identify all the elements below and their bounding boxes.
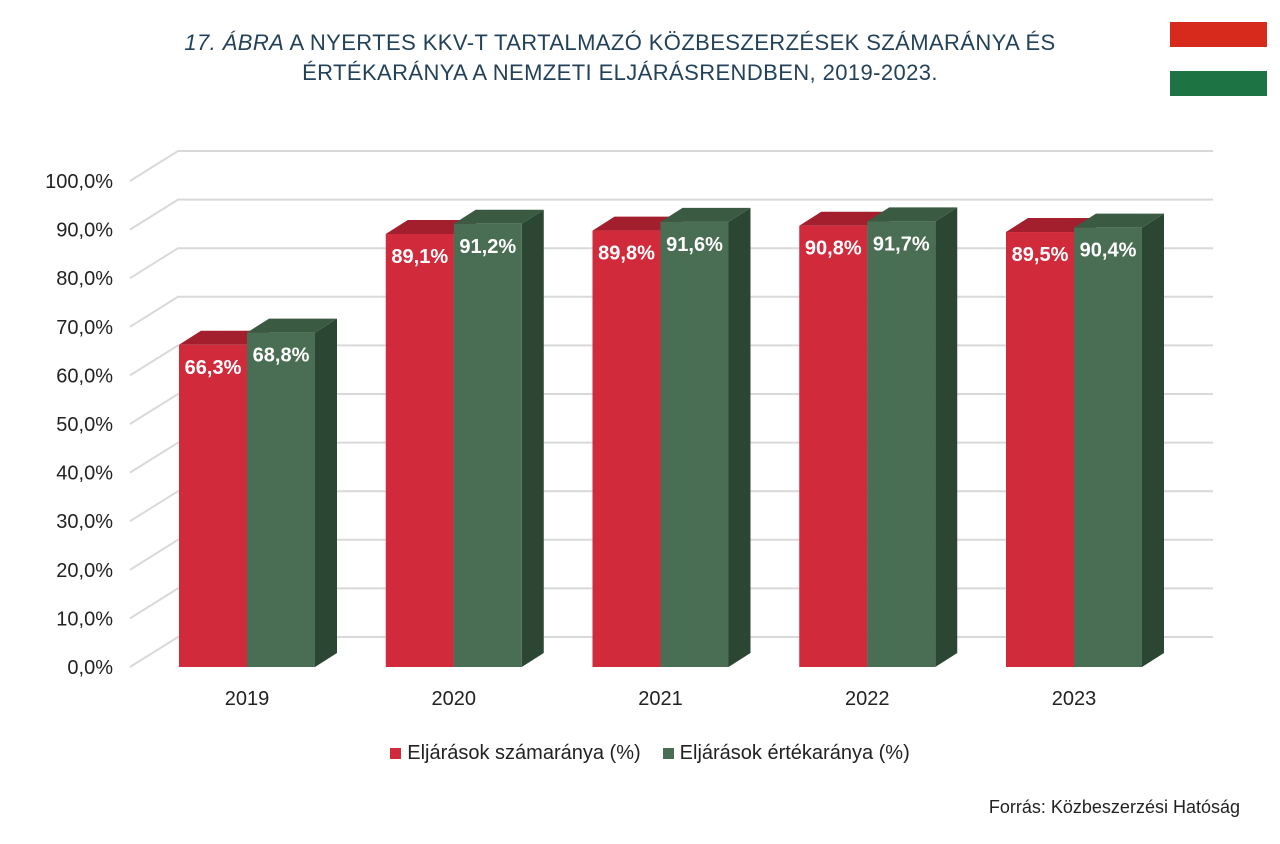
x-tick-label: 2023 [1052, 688, 1097, 710]
bar [799, 225, 868, 667]
bar [179, 344, 247, 667]
y-tick-label: 70,0% [56, 317, 113, 339]
bar-top [247, 318, 337, 333]
y-tick-label: 20,0% [56, 560, 113, 582]
legend-item-ertekaranya: Eljárások értékaránya (%) [662, 742, 910, 765]
bar-side [521, 209, 544, 667]
x-tick-label: 2020 [432, 688, 477, 710]
chart-legend: Eljárások számaránya (%) Eljárások érték… [0, 742, 1280, 765]
data-label: 89,8% [598, 243, 655, 265]
bar-top [867, 207, 958, 222]
bar [453, 223, 522, 667]
y-tick-label: 10,0% [56, 608, 113, 630]
bar-side [1142, 213, 1164, 667]
y-tick-label: 0,0% [67, 657, 113, 679]
data-label: 66,3% [185, 357, 242, 379]
bar-side [728, 207, 751, 667]
y-tick-label: 40,0% [56, 463, 113, 485]
data-label: 68,8% [253, 345, 310, 367]
legend-swatch-red [390, 748, 402, 759]
bar [1006, 232, 1074, 667]
x-tick-label: 2021 [638, 688, 683, 710]
bar-top [1006, 218, 1096, 233]
flag-stripe-white [1170, 46, 1267, 72]
y-tick-label: 80,0% [56, 268, 113, 290]
source-note: Forrás: Közbeszerzési Hatóság [988, 797, 1240, 817]
data-label: 91,6% [666, 234, 723, 256]
data-label: 91,7% [873, 233, 930, 255]
y-tick-label: 30,0% [56, 511, 113, 533]
data-label: 89,5% [1012, 244, 1069, 266]
x-tick-label: 2022 [845, 688, 890, 710]
legend-label-ertekaranya: Eljárások értékaránya (%) [679, 742, 910, 764]
legend-item-szamaranya: Eljárások számaránya (%) [390, 742, 641, 765]
bar [1074, 227, 1142, 667]
y-tick-label: 90,0% [56, 220, 113, 242]
data-label: 90,8% [805, 238, 862, 260]
chart-title: 17. ÁBRA A NYERTES KKV-T TARTALMAZÓ KÖZB… [0, 28, 1240, 88]
legend-swatch-green [662, 748, 674, 759]
bar-top [799, 211, 890, 226]
title-line-2: ÉRTÉKARÁNYA A NEMZETI ELJÁRÁSRENDBEN, 20… [302, 60, 938, 85]
bar [385, 233, 454, 667]
figure-label: 17. ÁBRA [184, 30, 285, 55]
flag-stripe-green [1170, 71, 1267, 96]
bar-side [935, 207, 958, 667]
y-tick-label: 60,0% [56, 365, 113, 387]
x-tick-label: 2019 [225, 688, 270, 710]
bar [867, 221, 936, 667]
y-tick-label: 50,0% [56, 414, 113, 436]
bar-top [1074, 213, 1164, 228]
gridline [129, 198, 1213, 231]
legend-label-szamaranya: Eljárások számaránya (%) [407, 742, 641, 764]
bar-top [660, 207, 751, 222]
bar-top [453, 209, 544, 224]
hungarian-flag-icon [1170, 22, 1267, 96]
bar [592, 230, 661, 667]
bar [247, 332, 315, 667]
data-label: 90,4% [1080, 240, 1137, 262]
bar-side [315, 318, 337, 667]
title-line-1: A NYERTES KKV-T TARTALMAZÓ KÖZBESZERZÉSE… [289, 30, 1056, 55]
gridline [129, 150, 1213, 182]
bar-top [179, 330, 269, 345]
data-label: 89,1% [391, 246, 448, 268]
y-tick-label: 100,0% [45, 171, 113, 193]
flag-stripe-red [1170, 22, 1267, 47]
bar [660, 221, 729, 667]
bar-top [592, 216, 683, 231]
bar-top [385, 219, 476, 234]
data-label: 91,2% [459, 236, 516, 258]
